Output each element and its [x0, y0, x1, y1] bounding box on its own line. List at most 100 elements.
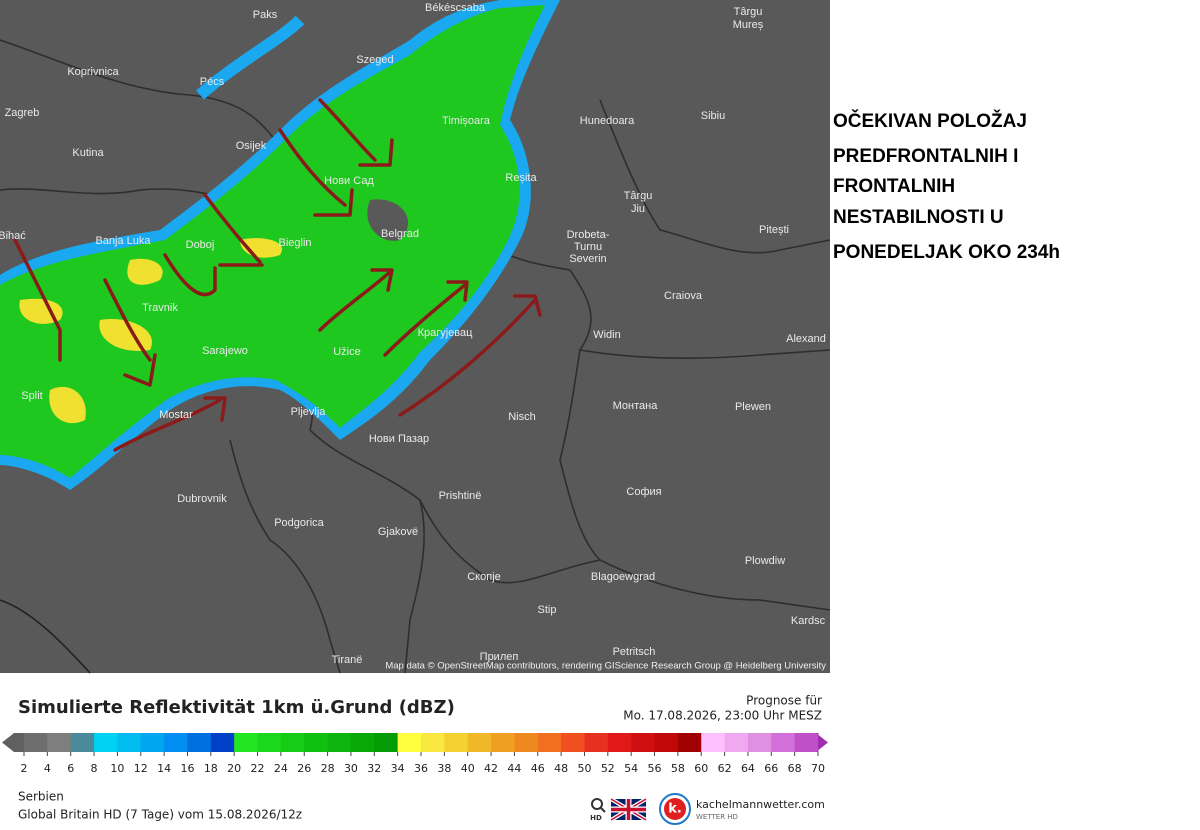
colorbar-segment — [537, 733, 562, 752]
colorbar-tick-label: 22 — [251, 762, 265, 775]
colorbar-tick-label: 2 — [21, 762, 28, 775]
city-label: Osijek — [236, 140, 267, 152]
logo-letter: k. — [668, 802, 682, 817]
colorbar-tick-label: 28 — [321, 762, 335, 775]
colorbar-segment — [771, 733, 796, 752]
city-label: Turnu — [574, 241, 602, 253]
annotation-line: NESTABILNOSTI U — [833, 207, 1004, 228]
brand-sub: WETTER HD — [696, 813, 738, 821]
forecast-label: Prognose für — [746, 694, 822, 708]
colorbar-segment — [701, 733, 726, 752]
colorbar-tick-label: 68 — [788, 762, 802, 775]
colorbar-segment — [467, 733, 492, 752]
city-label: Blagoewgrad — [591, 571, 655, 583]
city-label: Dubrovnik — [177, 493, 227, 505]
city-label: Split — [21, 390, 42, 402]
brand-logo[interactable]: k. kachelmannwetter.com WETTER HD — [659, 793, 825, 825]
city-label: Târgu — [734, 6, 763, 18]
city-label: Jiu — [631, 203, 645, 215]
colorbar-segment — [677, 733, 702, 752]
colorbar-tick-label: 54 — [624, 762, 638, 775]
colorbar: 2 4 6 8 10 12 14 16 18 20 22 24 26 28 30 32 34 36 38 40 42 44… — [2, 733, 828, 775]
city-label: Craiova — [664, 290, 703, 302]
annotation: OČEKIVAN POLOŽAJ PREDFRONTALNIH I FRONTALN… — [833, 110, 1060, 263]
city-label: Travnik — [142, 302, 178, 314]
colorbar-segment — [724, 733, 749, 752]
city-label: Plewen — [735, 401, 771, 413]
colorbar-tick-label: 10 — [110, 762, 124, 775]
city-label: Pitești — [759, 224, 789, 236]
colorbar-segment — [70, 733, 95, 752]
colorbar-segment — [421, 733, 445, 752]
city-label: Podgorica — [274, 517, 324, 529]
colorbar-segment — [140, 733, 165, 752]
colorbar-segment — [444, 733, 469, 752]
colorbar-tick-label: 50 — [577, 762, 591, 775]
city-label: Gjakovë — [378, 526, 418, 538]
colorbar-segment — [374, 733, 399, 752]
city-label: Stip — [538, 604, 557, 616]
colorbar-tick-label: 34 — [391, 762, 405, 775]
colorbar-segment — [607, 733, 632, 752]
colorbar-tick-label: 6 — [67, 762, 74, 775]
city-label: Severin — [569, 253, 606, 265]
colorbar-tick-label: 38 — [437, 762, 451, 775]
city-label: Szeged — [356, 54, 393, 66]
annotation-line: PONEDELJAK OKO 234h — [833, 242, 1060, 263]
city-label: Doboj — [186, 239, 215, 251]
city-label: Târgu — [624, 190, 653, 202]
colorbar-segment — [584, 733, 609, 752]
colorbar-segment — [47, 733, 72, 752]
city-label: Pljevlja — [291, 406, 327, 418]
search-icon: HD — [590, 798, 606, 822]
city-label: Drobeta- — [567, 229, 610, 241]
colorbar-tick-label: 66 — [764, 762, 778, 775]
colorbar-tick-label: 70 — [811, 762, 825, 775]
colorbar-segment — [514, 733, 539, 752]
city-label: Banja Luka — [95, 235, 151, 247]
colorbar-segment — [561, 733, 585, 752]
colorbar-segment — [794, 733, 819, 752]
colorbar-tick-label: 62 — [718, 762, 732, 775]
colorbar-tick-label: 42 — [484, 762, 498, 775]
city-label: Mureș — [733, 19, 764, 31]
map-attribution: Map data © OpenStreetMap contributors, r… — [385, 661, 826, 672]
uk-flag[interactable] — [609, 797, 648, 822]
colorbar-tick-label: 26 — [297, 762, 311, 775]
colorbar-segment — [187, 733, 212, 752]
city-label: Sarajewo — [202, 345, 248, 357]
city-label: Tiranë — [332, 654, 363, 666]
forecast-time: Mo. 17.08.2026, 23:00 Uhr MESZ — [623, 709, 822, 723]
colorbar-tick-label: 14 — [157, 762, 171, 775]
colorbar-tick-label: 60 — [694, 762, 708, 775]
city-label: Прилеп — [480, 651, 519, 663]
city-label: Hunedoara — [580, 115, 635, 127]
colorbar-segment — [747, 733, 772, 752]
brand-name: kachelmannwetter.com — [696, 798, 825, 811]
colorbar-tick-label: 12 — [134, 762, 148, 775]
annotation-line: OČEKIVAN POLOŽAJ — [833, 110, 1027, 132]
colorbar-tick-label: 58 — [671, 762, 685, 775]
city-label: Скопје — [467, 571, 501, 583]
city-label: Mostar — [159, 409, 193, 421]
colorbar-segment — [654, 733, 679, 752]
city-label: Užice — [333, 346, 361, 358]
city-label: Paks — [253, 9, 278, 21]
colorbar-segment — [350, 733, 375, 752]
colorbar-segment — [117, 733, 142, 752]
front-arrows — [13, 98, 542, 452]
region: Serbien — [18, 790, 64, 804]
colorbar-tick-label: 44 — [507, 762, 521, 775]
colorbar-segment — [280, 733, 305, 752]
colorbar-tick-label: 18 — [204, 762, 218, 775]
city-label: Timișoara — [442, 115, 491, 127]
city-label: Kutina — [72, 147, 104, 159]
city-label: Békéscsaba — [425, 2, 486, 14]
city-label: Alexand — [786, 333, 826, 345]
radar-echoes — [0, 0, 560, 490]
city-label: Zagreb — [5, 107, 40, 119]
city-label: Plowdiw — [745, 555, 785, 567]
colorbar-tick-label: 40 — [461, 762, 475, 775]
